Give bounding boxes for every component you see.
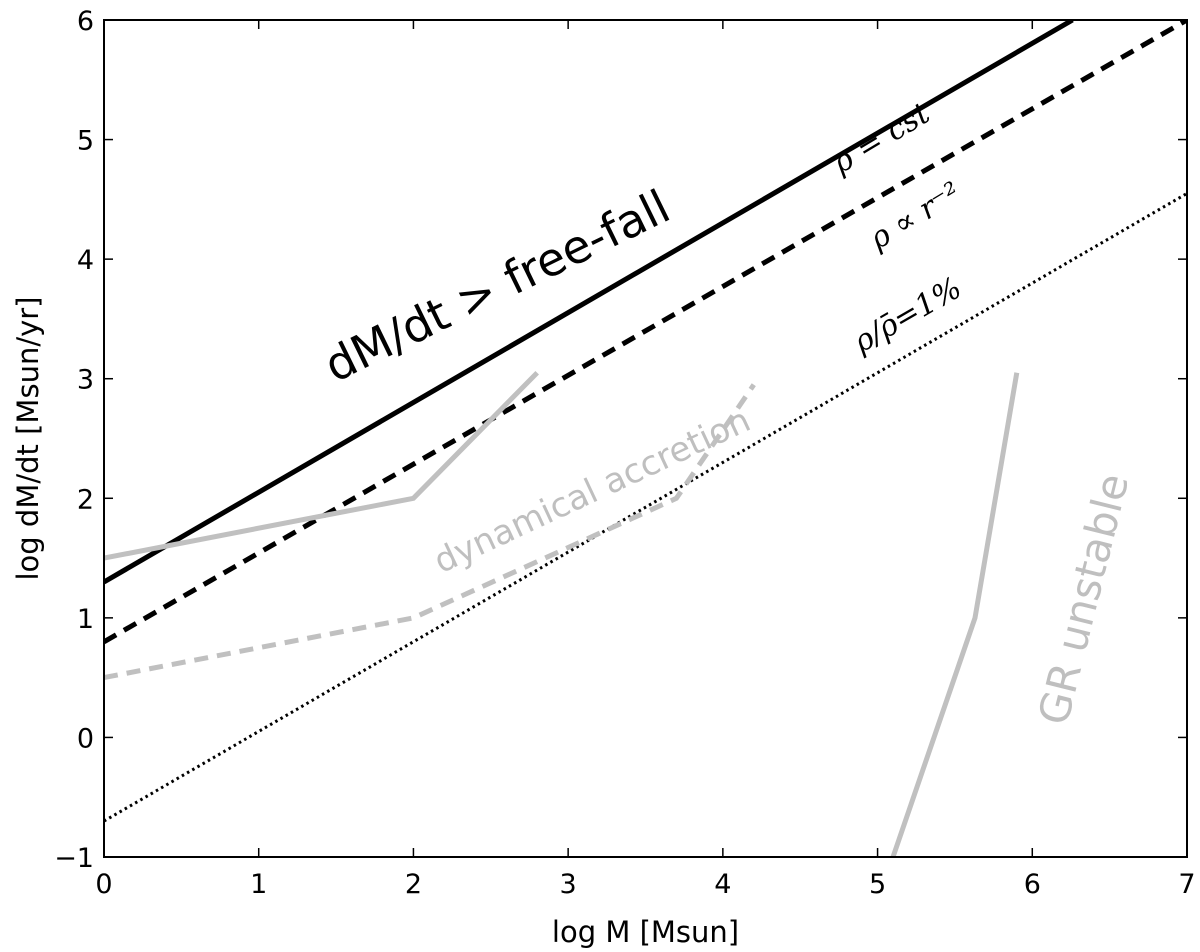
series-line-dynamical-dashed (104, 383, 756, 681)
x-tick-label: 5 (869, 869, 886, 900)
series-line-gr-unstable (890, 372, 1020, 857)
y-axis-label: log dM/dt [Msun/yr] (11, 297, 45, 581)
y-tick-label: 0 (77, 723, 94, 754)
x-tick-label: 3 (560, 869, 577, 900)
series-group (104, 20, 1187, 857)
x-tick-label: 1 (250, 869, 267, 900)
series-line-rho-1pct (104, 192, 1187, 823)
x-tick-label: 7 (1178, 869, 1195, 900)
plot-background (104, 20, 1187, 857)
series-line-dynamical-solid (104, 370, 539, 561)
x-tick-label: 0 (95, 869, 112, 900)
plot-frame (103, 19, 1188, 858)
series-line-rho-r-2 (104, 20, 1187, 644)
y-tick-label: 2 (77, 484, 94, 515)
y-tick-label: 1 (77, 604, 94, 635)
y-tick-label: 4 (77, 245, 94, 276)
x-tick-label: 6 (1024, 869, 1041, 900)
y-tick-label: 6 (77, 6, 94, 37)
y-tick-label: 3 (77, 365, 94, 396)
y-tick-label: 5 (77, 126, 94, 157)
x-tick-label: 4 (714, 869, 731, 900)
x-tick-label: 2 (405, 869, 422, 900)
y-tick-label: −1 (54, 843, 94, 874)
series-line-rho-cst (104, 20, 1074, 585)
x-axis-label: log M [Msun] (552, 915, 739, 949)
